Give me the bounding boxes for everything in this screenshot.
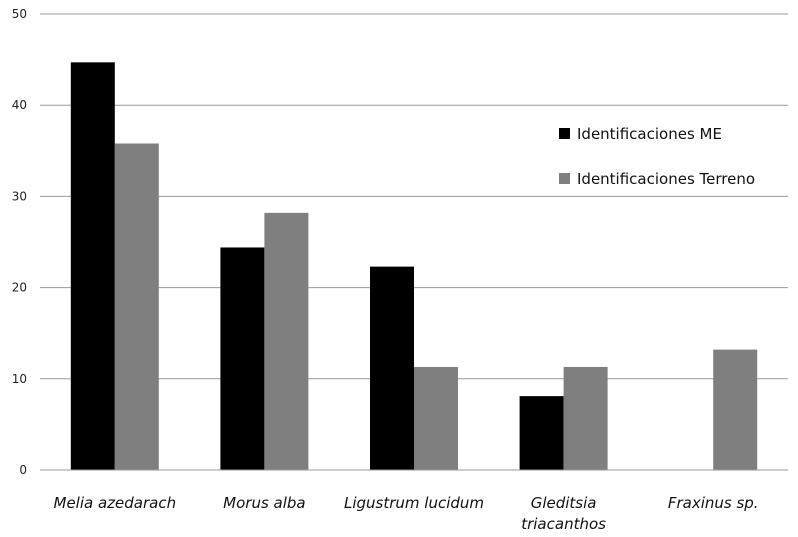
bar-terreno: [264, 212, 309, 471]
bar-me: [519, 396, 564, 470]
y-tick-label: 20: [12, 281, 27, 295]
y-tick-label: 40: [12, 98, 27, 112]
bar-me: [70, 62, 115, 470]
y-tick-label: 30: [12, 189, 27, 203]
y-tick-label: 10: [12, 372, 27, 386]
bar-terreno: [563, 366, 608, 470]
legend-label: Identificaciones ME: [577, 125, 722, 143]
bar-terreno: [713, 349, 758, 470]
legend-swatch: [559, 173, 570, 184]
x-category-label: Melia azedarach: [54, 494, 177, 512]
y-tick-label: 0: [19, 463, 27, 477]
x-category-label: triacanthos: [521, 515, 606, 533]
y-tick-label: 50: [12, 7, 27, 21]
legend: Identificaciones ME Identificaciones Terr…: [559, 125, 755, 188]
gridlines: [40, 13, 788, 380]
x-category-label: Fraxinus sp.: [668, 494, 759, 512]
bar-terreno: [114, 143, 159, 470]
x-category-label: Gleditsia: [531, 494, 597, 512]
x-category-label: Morus alba: [223, 494, 305, 512]
category-labels: Melia azedarach Morus alba Ligustrum lucid…: [54, 494, 759, 533]
bars: [70, 62, 758, 471]
x-category-label: Ligustrum lucidum: [344, 494, 484, 512]
bar-terreno: [414, 366, 458, 470]
y-axis-ticks: 0 10 20 30 40 50: [12, 7, 27, 477]
bar-me: [220, 247, 265, 470]
bar-me: [370, 266, 414, 470]
legend-label: Identificaciones Terreno: [577, 170, 755, 188]
legend-swatch: [559, 128, 570, 139]
